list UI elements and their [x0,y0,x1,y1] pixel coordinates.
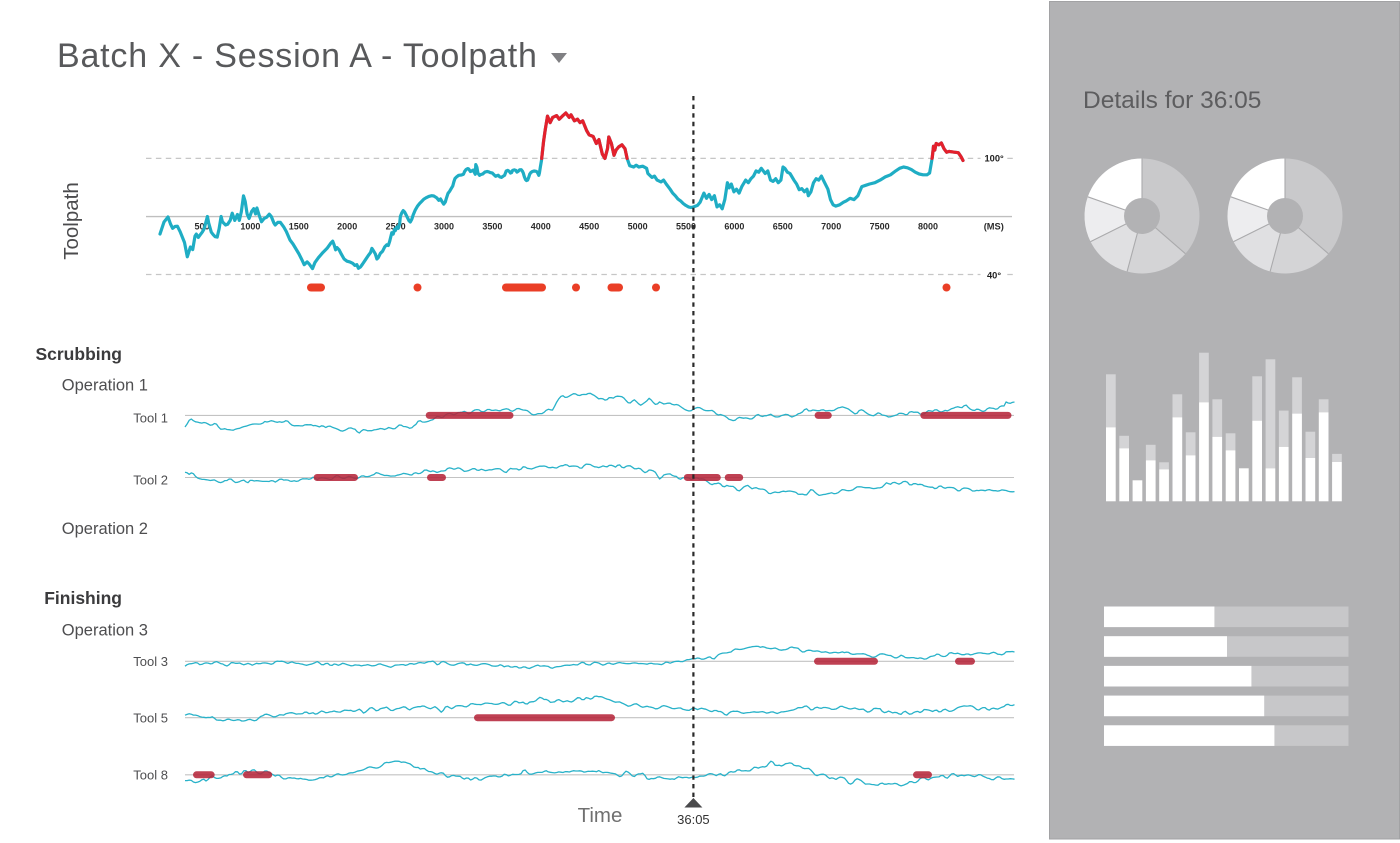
svg-text:Time: Time [578,804,623,827]
svg-text:Tool 8: Tool 8 [133,768,168,783]
svg-text:1000: 1000 [240,222,260,232]
svg-text:5000: 5000 [628,222,648,232]
svg-text:7000: 7000 [821,222,841,232]
svg-text:3000: 3000 [434,222,454,232]
svg-text:6500: 6500 [773,222,793,232]
svg-text:1500: 1500 [289,222,309,232]
svg-text:Batch X - Session A - Toolpath: Batch X - Session A - Toolpath [57,37,538,75]
svg-text:Operation 2: Operation 2 [62,520,148,538]
svg-text:8000: 8000 [918,222,938,232]
svg-text:Scrubbing: Scrubbing [35,344,122,364]
svg-text:36:05: 36:05 [677,812,710,827]
svg-text:Details for 36:05: Details for 36:05 [1083,87,1261,114]
svg-text:4000: 4000 [531,222,551,232]
svg-text:6000: 6000 [724,222,744,232]
svg-text:Tool 1: Tool 1 [133,411,168,426]
svg-text:2000: 2000 [337,222,357,232]
svg-text:(MS): (MS) [984,222,1004,232]
svg-text:100°: 100° [985,154,1005,164]
svg-text:Operation 3: Operation 3 [62,622,148,640]
svg-text:5500: 5500 [676,222,696,232]
svg-text:Finishing: Finishing [44,588,122,608]
svg-text:7500: 7500 [870,222,890,232]
svg-text:3500: 3500 [482,222,502,232]
svg-text:Toolpath: Toolpath [60,182,83,260]
svg-text:500: 500 [194,222,209,232]
svg-text:Tool 3: Tool 3 [133,654,168,669]
svg-text:4500: 4500 [579,222,599,232]
svg-text:Tool 5: Tool 5 [133,711,168,726]
svg-text:Operation 1: Operation 1 [62,377,148,395]
svg-text:40°: 40° [987,271,1001,281]
svg-text:Tool 2: Tool 2 [133,473,168,488]
